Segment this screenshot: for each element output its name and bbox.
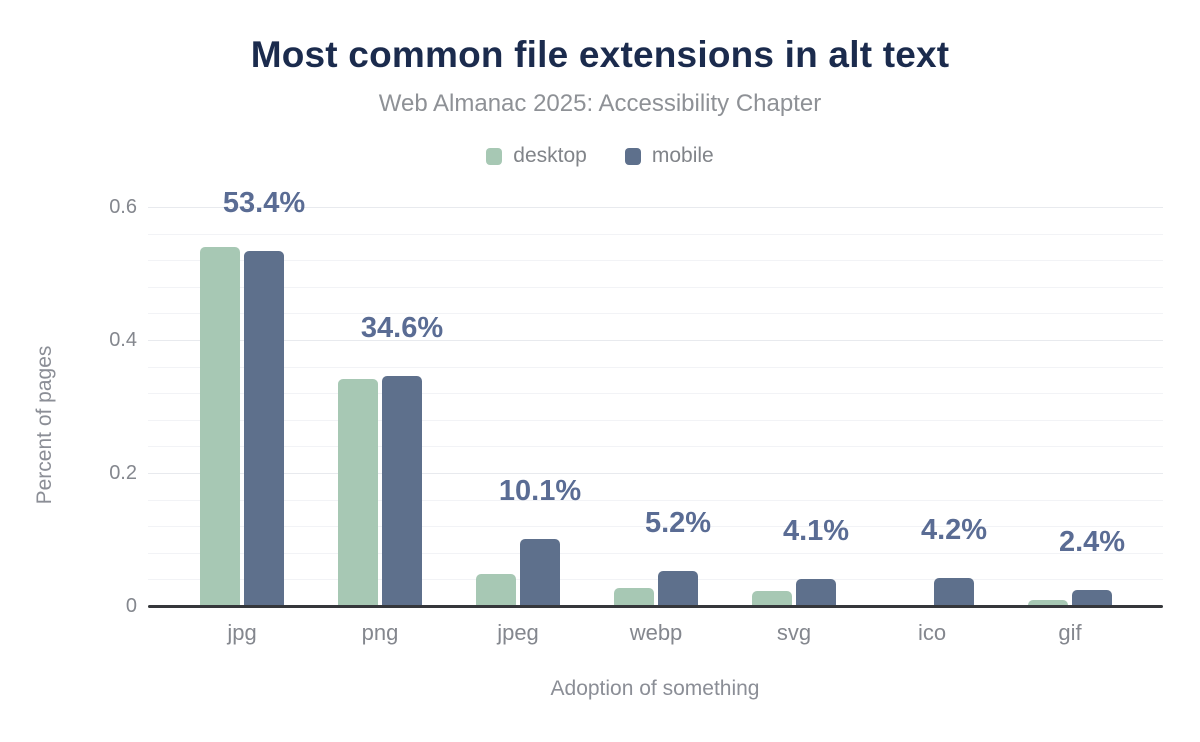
data-label-jpg: 53.4%: [222, 187, 306, 219]
x-category-label-png: png: [361, 620, 399, 645]
gridline-minor: [148, 500, 1163, 501]
legend-item-mobile: mobile: [624, 144, 714, 168]
bar-mobile-png: [382, 376, 422, 606]
y-tick-label: 0.2: [109, 462, 137, 484]
x-category-label-svg: svg: [776, 620, 812, 645]
bar-mobile-webp: [658, 571, 698, 606]
legend-swatch-mobile-icon: [624, 147, 641, 165]
x-category-label-webp: webp: [629, 620, 683, 645]
y-tick-label: 0.6: [109, 196, 137, 218]
x-axis-line: [148, 605, 1163, 608]
gridline-minor: [148, 313, 1163, 314]
chart-title: Most common file extensions in alt text: [250, 34, 950, 75]
gridline-minor: [148, 446, 1163, 447]
chart-subtitle: Web Almanac 2025: Accessibility Chapter: [378, 90, 822, 117]
gridline-major: [148, 340, 1163, 341]
gridline-minor: [148, 526, 1163, 527]
bar-desktop-webp: [614, 588, 654, 606]
y-tick-label: 0.4: [109, 329, 137, 351]
gridline-major: [148, 207, 1163, 208]
data-label-gif: 2.4%: [1058, 526, 1126, 558]
bar-mobile-ico: [934, 578, 974, 606]
y-axis-title: Percent of pages: [33, 345, 56, 505]
data-label-png: 34.6%: [360, 312, 444, 344]
gridline-minor: [148, 367, 1163, 368]
bar-desktop-svg: [752, 591, 792, 606]
bar-desktop-jpg: [200, 247, 240, 606]
gridline-minor: [148, 553, 1163, 554]
x-category-label-ico: ico: [917, 620, 947, 645]
data-label-jpeg: 10.1%: [498, 475, 582, 507]
y-tick-label: 0: [125, 595, 137, 617]
legend-label-mobile: mobile: [651, 144, 714, 167]
gridline-minor: [148, 393, 1163, 394]
bar-mobile-svg: [796, 579, 836, 606]
bar-mobile-jpeg: [520, 539, 560, 606]
data-label-svg: 4.1%: [782, 515, 850, 547]
x-axis-title: Adoption of something: [550, 677, 760, 700]
bar-desktop-gif: [1028, 600, 1068, 606]
gridline-minor: [148, 287, 1163, 288]
data-label-ico: 4.2%: [920, 514, 988, 546]
legend-swatch-desktop-icon: [486, 147, 503, 165]
gridline-minor: [148, 420, 1163, 421]
x-category-label-jpeg: jpeg: [497, 620, 539, 645]
x-category-label-gif: gif: [1058, 620, 1082, 645]
legend: desktop mobile: [0, 144, 1200, 168]
bar-desktop-jpeg: [476, 574, 516, 606]
legend-label-desktop: desktop: [513, 144, 587, 167]
bar-mobile-gif: [1072, 590, 1112, 606]
gridline-minor: [148, 260, 1163, 261]
gridline-minor: [148, 234, 1163, 235]
legend-item-desktop: desktop: [486, 144, 587, 168]
gridline-major: [148, 473, 1163, 474]
x-category-label-jpg: jpg: [227, 620, 257, 645]
bar-desktop-png: [338, 379, 378, 606]
gridline-minor: [148, 579, 1163, 580]
data-label-webp: 5.2%: [644, 507, 712, 539]
bar-mobile-jpg: [244, 251, 284, 606]
